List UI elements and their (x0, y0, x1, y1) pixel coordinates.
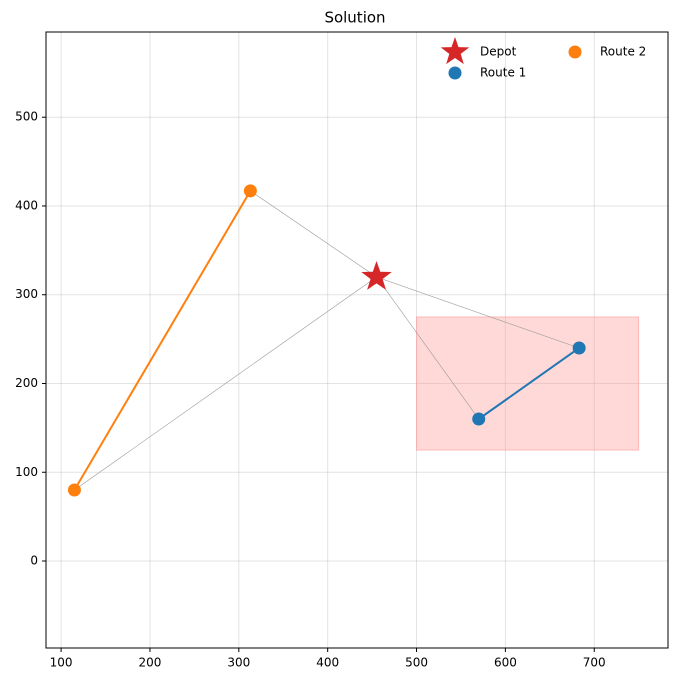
depot-leg (376, 276, 580, 349)
plot-frame (45, 31, 669, 649)
route-line (73, 190, 252, 491)
x-tick-label: 500 (405, 656, 428, 670)
x-tick-label: 600 (494, 656, 517, 670)
route-line (478, 347, 580, 420)
legend-marker (440, 37, 470, 65)
depot-leg (250, 190, 377, 278)
legend-label: Route 2 (600, 45, 646, 59)
route-point (572, 341, 586, 355)
y-tick-label: 100 (15, 465, 38, 479)
legend-marker (448, 66, 462, 80)
legend-marker (568, 45, 582, 59)
x-tick-label: 700 (583, 656, 606, 670)
x-tick-label: 300 (227, 656, 250, 670)
legend-label: Depot (480, 45, 517, 59)
y-tick-label: 200 (15, 376, 38, 390)
route-point (472, 412, 486, 426)
y-tick-label: 300 (15, 287, 38, 301)
route-point (67, 483, 81, 497)
x-tick-label: 100 (50, 656, 73, 670)
route-point (243, 184, 257, 198)
depot-marker (361, 261, 392, 290)
legend-label: Route 1 (480, 66, 526, 80)
x-tick-label: 400 (316, 656, 339, 670)
x-tick-label: 200 (139, 656, 162, 670)
depot-leg (376, 276, 479, 420)
depot-leg (74, 276, 377, 491)
y-tick-label: 500 (15, 110, 38, 124)
y-tick-label: 400 (15, 198, 38, 212)
chart-title: Solution (324, 9, 385, 27)
y-tick-label: 0 (30, 554, 38, 568)
